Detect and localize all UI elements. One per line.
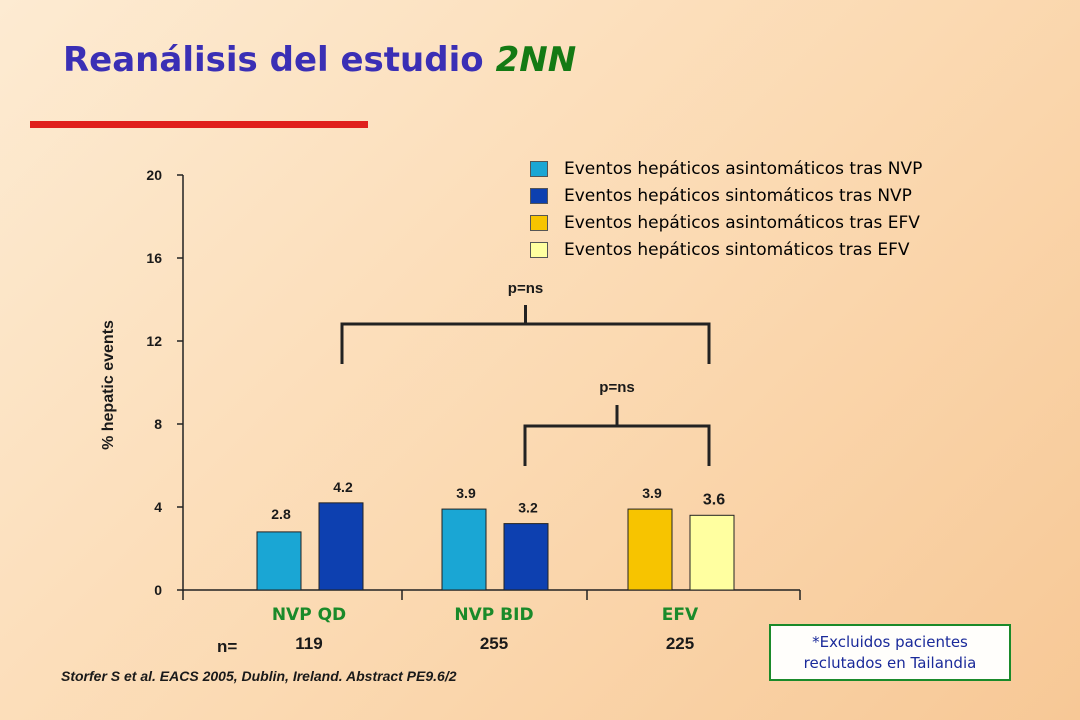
y-tick-label: 12 [146, 333, 162, 349]
bar-value-label: 3.2 [518, 500, 538, 516]
p-value-label: p=ns [508, 280, 543, 297]
legend-swatch [530, 214, 548, 231]
bar [503, 523, 549, 591]
chart-legend: Eventos hepáticos asintomáticos tras NVP… [530, 155, 922, 263]
legend-swatch [530, 187, 548, 204]
bar [689, 514, 735, 591]
legend-item: Eventos hepáticos sintomáticos tras EFV [530, 236, 922, 263]
title-underline [30, 121, 368, 128]
y-tick-label: 20 [146, 167, 162, 183]
bar-value-label: 3.9 [642, 485, 662, 501]
legend-label: Eventos hepáticos sintomáticos tras NVP [564, 185, 912, 206]
significance-bracket [340, 322, 711, 364]
y-tick-label: 16 [146, 250, 162, 266]
bar [256, 531, 302, 591]
group-label: EFV [662, 605, 699, 625]
footnote-line-2: reclutados en Tailandia [803, 653, 977, 672]
y-tick-label: 8 [154, 416, 162, 432]
y-axis-label: % hepatic events [100, 320, 117, 450]
legend-item: Eventos hepáticos asintomáticos tras EFV [530, 209, 922, 236]
bar-value-label: 4.2 [333, 479, 353, 495]
bar-value-label: 3.9 [456, 485, 476, 501]
bar [627, 508, 673, 591]
y-tick-label: 4 [154, 499, 162, 515]
group-label: NVP BID [454, 605, 533, 625]
reference-citation: Storfer S et al. EACS 2005, Dublin, Irel… [61, 668, 457, 684]
legend-swatch [530, 241, 548, 258]
group-n-value: 119 [295, 634, 322, 653]
legend-label: Eventos hepáticos asintomáticos tras EFV [564, 212, 920, 233]
legend-item: Eventos hepáticos asintomáticos tras NVP [530, 155, 922, 182]
y-tick-label: 0 [154, 582, 162, 598]
n-label: n= [217, 637, 237, 656]
study-name: 2NN [495, 40, 577, 80]
slide-title-text: Reanálisis del estudio [63, 40, 484, 80]
footnote-line-1: *Excluidos pacientes [812, 632, 968, 651]
significance-bracket [523, 424, 711, 466]
group-n-value: 225 [666, 634, 694, 653]
legend-label: Eventos hepáticos asintomáticos tras NVP [564, 158, 923, 179]
group-n-value: 255 [480, 634, 508, 653]
p-value-label: p=ns [599, 379, 634, 396]
legend-item: Eventos hepáticos sintomáticos tras NVP [530, 182, 922, 209]
slide-title: Reanálisis del estudio 2NN [63, 40, 576, 80]
bar-value-label: 3.6 [703, 491, 725, 508]
bar [441, 508, 487, 591]
group-label: NVP QD [272, 605, 346, 625]
bar-value-label: 2.8 [271, 506, 291, 522]
legend-label: Eventos hepáticos sintomáticos tras EFV [564, 239, 910, 260]
footnote-box: *Excluidos pacientes reclutados en Taila… [769, 624, 1011, 681]
bar [318, 502, 364, 591]
legend-swatch [530, 160, 548, 177]
